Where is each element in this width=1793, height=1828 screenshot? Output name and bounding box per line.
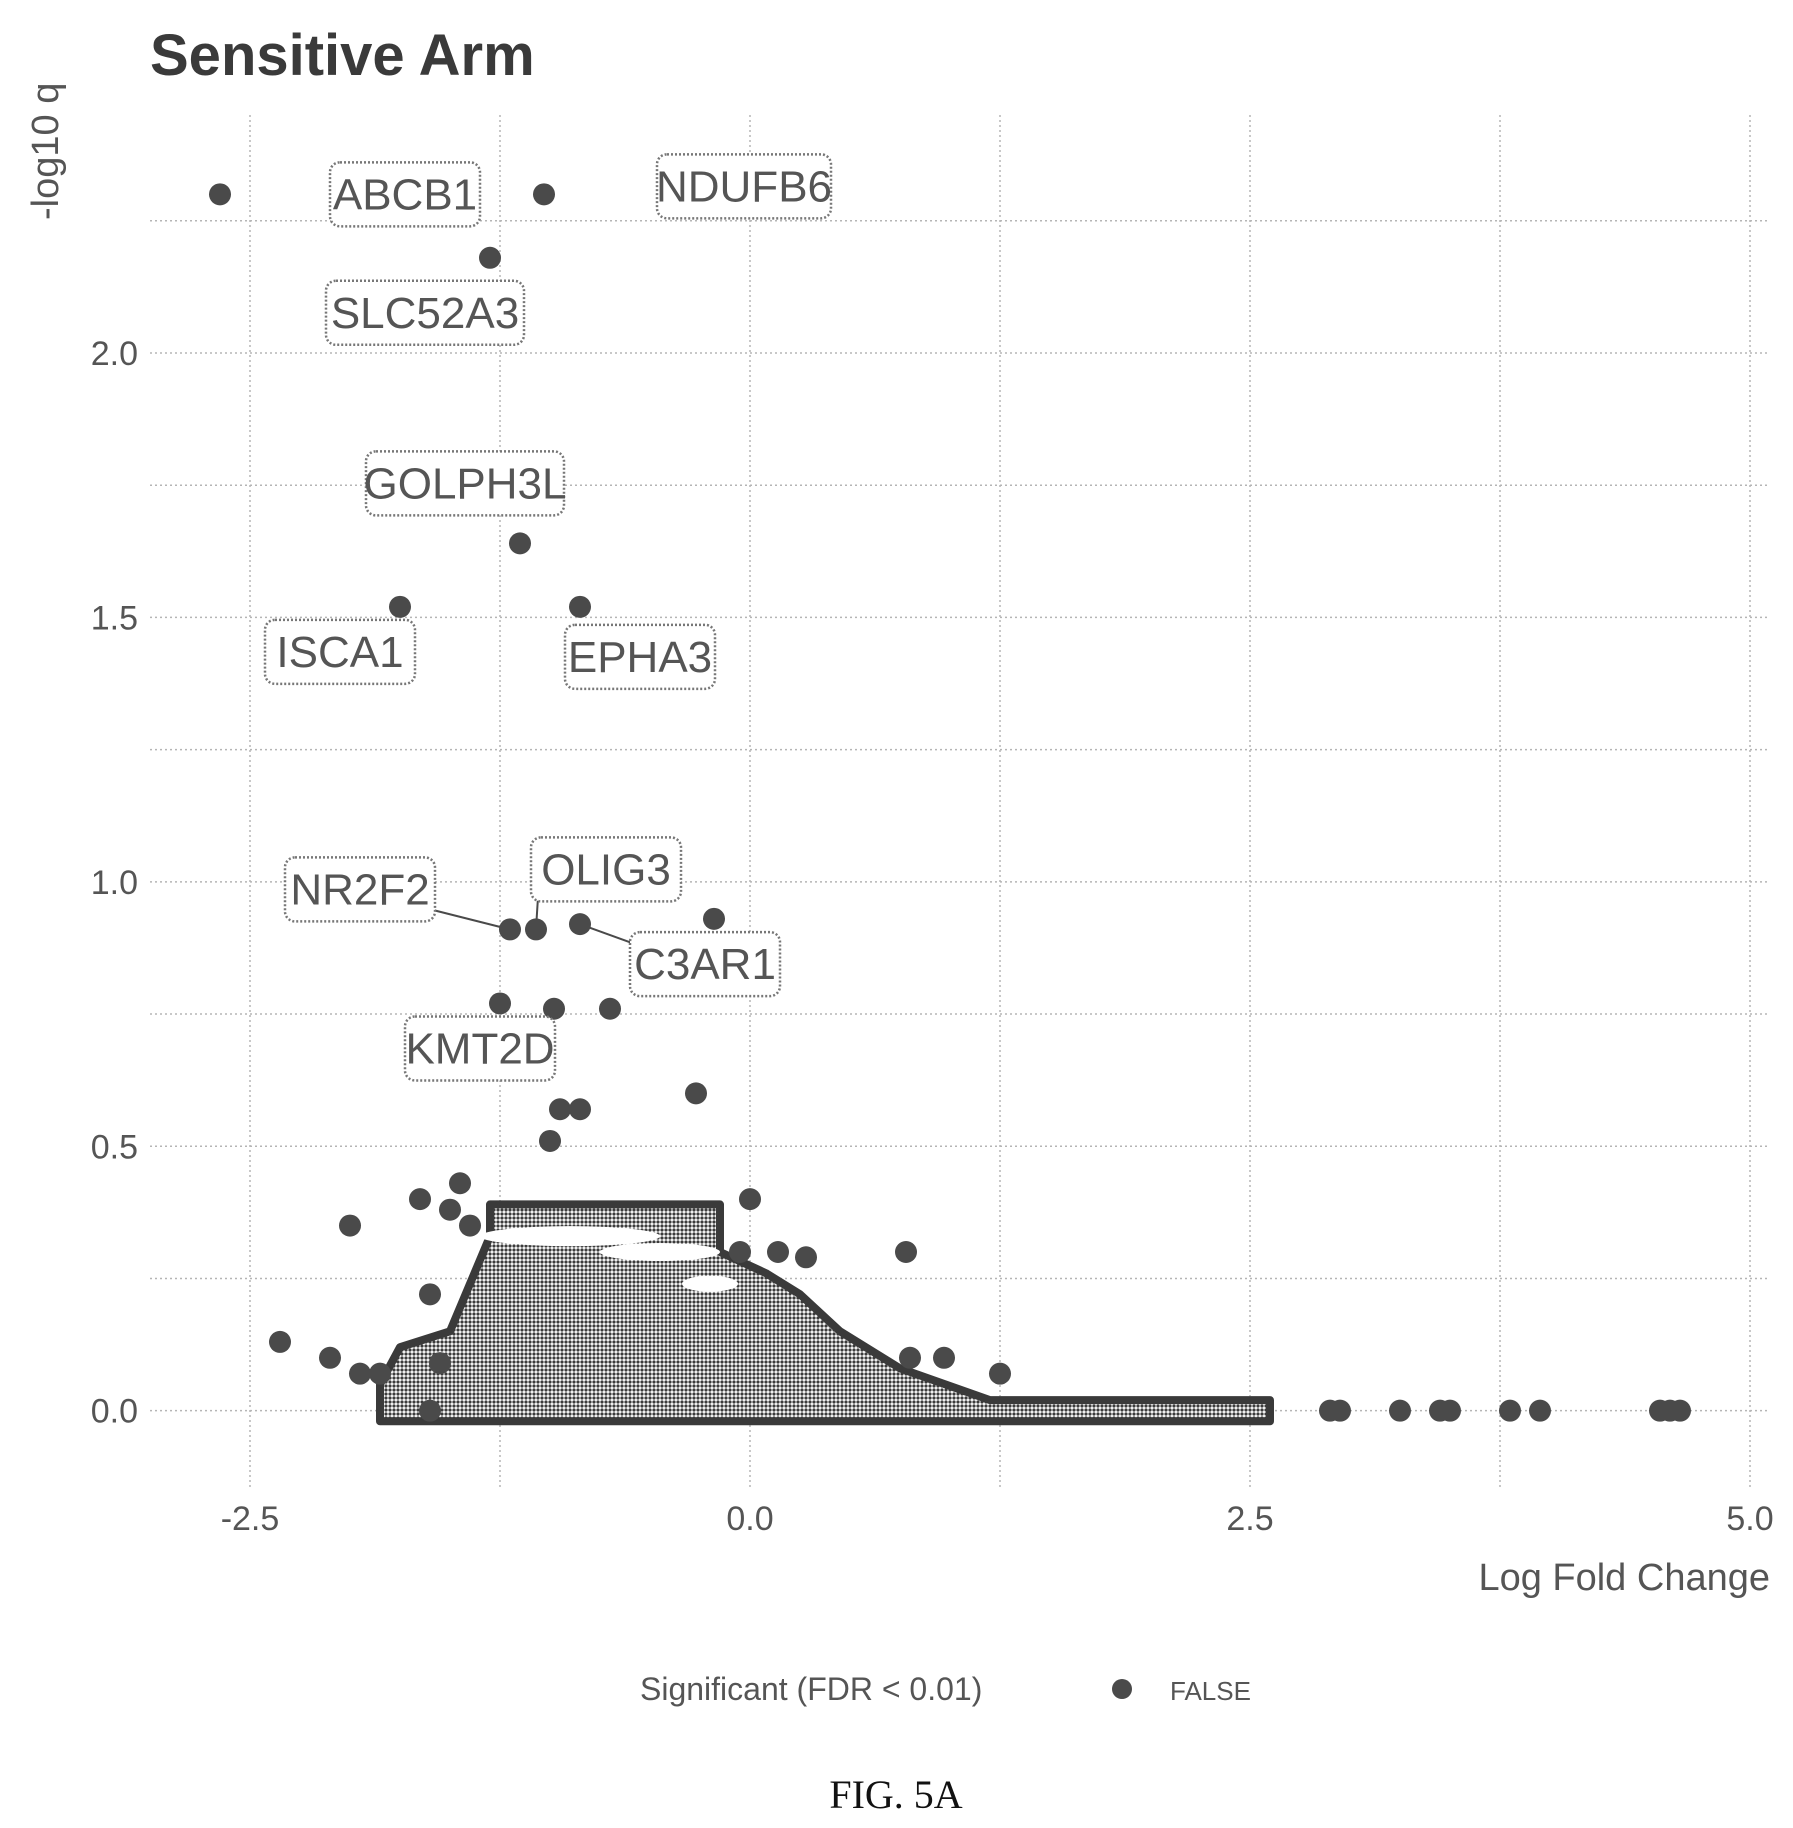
data-point [1499,1399,1521,1422]
data-point [419,1399,441,1422]
data-point [369,1362,391,1385]
data-point [739,1188,761,1211]
x-axis-ticks: -2.5 0.0 2.5 5.0 [221,1500,1774,1538]
data-point [479,246,501,269]
point-layer [209,183,1691,1422]
data-point [533,183,555,206]
data-point [539,1129,561,1152]
x-tick-label: -2.5 [221,1500,280,1538]
data-point [989,1362,1011,1385]
gene-label-box [655,153,833,220]
data-point [1669,1399,1691,1422]
gene-label-box [628,930,782,998]
gene-label-text: KMT2D [405,1024,554,1073]
data-point [389,595,411,618]
data-point [1439,1399,1461,1422]
data-point [569,1098,591,1121]
chart-title: Sensitive Arm [150,23,535,88]
gene-label-text: ABCB1 [333,170,477,219]
gene-label-epha3: EPHA3 [563,623,717,691]
y-tick-label: 0.0 [91,1393,138,1431]
data-point [569,595,591,618]
gene-label-box [403,1015,557,1082]
legend-marker [1112,1679,1132,1699]
gene-label-abcb1: ABCB1 [328,161,482,228]
gene-label-text: NDUFB6 [656,162,832,211]
data-point [449,1172,471,1195]
y-tick-label: 0.5 [91,1128,138,1166]
y-tick-label: 2.0 [91,335,138,373]
data-point [549,1098,571,1121]
gene-label-text: NR2F2 [290,865,429,914]
data-point [1389,1399,1411,1422]
data-point [543,997,565,1020]
gene-labels: ABCB1 NDUFB6 SLC52A3 GOLPH3L ISCA1 EPHA3 NR2F2… [263,153,833,1082]
data-point [1329,1399,1351,1422]
label-leader [579,923,638,946]
gene-label-olig3: OLIG3 [529,836,683,903]
gene-label-ndufb6: NDUFB6 [655,153,833,220]
gene-label-text: EPHA3 [568,633,712,682]
cloud-gap [480,1226,660,1247]
point-cloud [376,1200,1274,1426]
x-tick-label: 0.0 [726,1500,773,1538]
x-tick-label: 2.5 [1226,1500,1273,1538]
gene-label-text: OLIG3 [541,845,671,894]
data-point [349,1362,371,1385]
gene-label-box [328,161,482,228]
gene-label-box [529,836,683,903]
gene-label-box [324,279,526,347]
gene-label-isca1: ISCA1 [263,618,417,686]
gene-label-golph3l: GOLPH3L [364,450,567,517]
label-leader [427,907,511,931]
data-point [795,1246,817,1269]
gene-label-kmt2d: KMT2D [403,1015,557,1082]
data-point [319,1346,341,1369]
legend: Significant (FDR < 0.01) FALSE [640,1671,1251,1707]
gene-label-text: C3AR1 [634,940,776,989]
data-point [767,1241,789,1264]
legend-title: Significant (FDR < 0.01) [640,1671,982,1707]
gene-label-box [283,856,437,923]
y-tick-label: 1.5 [91,599,138,637]
data-point [269,1330,291,1353]
data-point [895,1241,917,1264]
data-point [459,1214,481,1237]
y-axis-ticks: 0.0 0.5 1.0 1.5 2.0 [91,335,138,1431]
data-point [509,532,531,555]
data-point [703,907,725,930]
figure-caption: FIG. 5A [829,1772,962,1817]
data-point [685,1082,707,1105]
gene-label-c3ar1: C3AR1 [628,930,782,998]
data-point [429,1352,451,1375]
data-point [899,1346,921,1369]
y-axis-label: -log10 q [25,83,67,220]
cloud-gap [600,1243,720,1262]
dense-point-cloud [376,1200,1274,1426]
x-tick-label: 5.0 [1726,1500,1773,1538]
gene-label-text: GOLPH3L [364,459,567,508]
data-point [729,1241,751,1264]
gene-label-nr2f2: NR2F2 [283,856,437,923]
gene-label-slc52a3: SLC52A3 [324,279,526,347]
cloud-gap [682,1275,738,1292]
data-point [1529,1399,1551,1422]
gene-label-box [364,450,566,517]
data-point [489,992,511,1015]
gene-label-box [263,618,417,686]
data-point [599,997,621,1020]
data-point [419,1283,441,1306]
x-axis-label: Log Fold Change [1478,1557,1770,1599]
y-tick-label: 1.0 [91,864,138,902]
data-point [439,1198,461,1221]
data-point [339,1214,361,1237]
data-point [209,183,231,206]
data-point [409,1188,431,1211]
data-point [933,1346,955,1369]
legend-entry-false: FALSE [1170,1676,1251,1706]
gene-label-text: SLC52A3 [331,289,519,338]
gene-label-box [563,623,717,691]
gene-label-text: ISCA1 [276,628,403,677]
